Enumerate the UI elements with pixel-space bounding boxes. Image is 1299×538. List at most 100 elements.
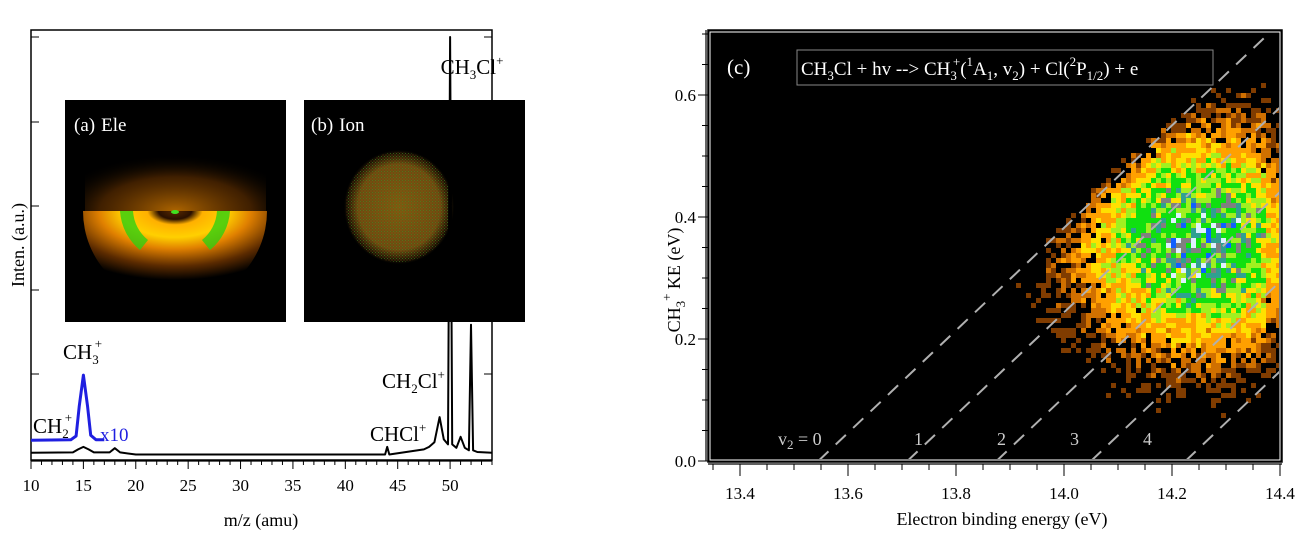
heatmap-cell xyxy=(1121,228,1126,233)
heatmap-cell xyxy=(1146,163,1151,168)
heatmap-cell xyxy=(1166,318,1171,323)
heatmap-cell xyxy=(1091,263,1096,268)
heatmap-cell xyxy=(1211,203,1216,208)
heatmap-cell xyxy=(1256,288,1261,293)
heatmap-cell xyxy=(1256,298,1261,303)
heatmap-cell xyxy=(1271,128,1276,133)
heatmap-cell xyxy=(1046,318,1051,323)
heatmap-cell xyxy=(1056,293,1061,298)
heatmap-cell xyxy=(1101,263,1106,268)
heatmap-cell xyxy=(1226,248,1231,253)
heatmap-cell xyxy=(1181,123,1186,128)
heatmap-cell xyxy=(1196,208,1201,213)
heatmap-cell xyxy=(1266,368,1271,373)
heatmap-cell xyxy=(1186,288,1191,293)
heatmap-cell xyxy=(1106,318,1111,323)
heatmap-cell xyxy=(1121,158,1126,163)
heatmap-cell xyxy=(1111,203,1116,208)
heatmap-cell xyxy=(1116,248,1121,253)
heatmap-cell xyxy=(1066,283,1071,288)
heatmap-cell xyxy=(1151,243,1156,248)
heatmap-cell xyxy=(1271,183,1276,188)
heatmap-cell xyxy=(1141,198,1146,203)
heatmap-cell xyxy=(1101,253,1106,258)
heatmap-cell xyxy=(1166,168,1171,173)
heatmap-cell xyxy=(1191,203,1196,208)
heatmap-cell xyxy=(1246,288,1251,293)
heatmap-cell xyxy=(1146,278,1151,283)
heatmap-cell xyxy=(1181,328,1186,333)
heatmap-cell xyxy=(1261,143,1266,148)
heatmap-cell xyxy=(1071,213,1076,218)
heatmap-cell xyxy=(1211,243,1216,248)
heatmap-cell xyxy=(1191,233,1196,238)
heatmap-cell xyxy=(1206,363,1211,368)
heatmap-cell xyxy=(1136,353,1141,358)
heatmap-cell xyxy=(1156,233,1161,238)
heatmap-cell xyxy=(1206,353,1211,358)
heatmap-cell xyxy=(1246,363,1251,368)
heatmap-cell xyxy=(1026,293,1031,298)
heatmap-cell xyxy=(1216,118,1221,123)
heatmap-cell xyxy=(1101,243,1106,248)
heatmap-cell xyxy=(1261,203,1266,208)
heatmap-cell xyxy=(1221,118,1226,123)
heatmap-cell xyxy=(1171,228,1176,233)
heatmap-cell xyxy=(1211,373,1216,378)
heatmap-cell xyxy=(1146,373,1151,378)
heatmap-cell xyxy=(1241,343,1246,348)
heatmap-cell xyxy=(1151,318,1156,323)
heatmap-cell xyxy=(1056,318,1061,323)
heatmap-cell xyxy=(1276,183,1279,188)
heatmap-cell xyxy=(1151,173,1156,178)
heatmap-cell xyxy=(1106,243,1111,248)
heatmap-cell xyxy=(1231,313,1236,318)
heatmap-cell xyxy=(1191,288,1196,293)
heatmap-cell xyxy=(1216,248,1221,253)
heatmap-cell xyxy=(1191,353,1196,358)
heatmap-cell xyxy=(1176,278,1181,283)
heatmap-cell xyxy=(1241,133,1246,138)
heatmap-cell xyxy=(1101,313,1106,318)
heatmap-cell xyxy=(1136,288,1141,293)
heatmap-cell xyxy=(1131,328,1136,333)
heatmap-cell xyxy=(1211,153,1216,158)
left-x-ticks: 10 15 20 25 30 35 40 45 50 xyxy=(23,460,493,495)
heatmap-cell xyxy=(1176,248,1181,253)
heatmap-cell xyxy=(1106,218,1111,223)
heatmap-cell xyxy=(1266,203,1271,208)
heatmap-cell xyxy=(1206,348,1211,353)
heatmap-cell xyxy=(1171,303,1176,308)
left-x-tick-label: 15 xyxy=(75,476,92,495)
heatmap-cell xyxy=(1266,293,1271,298)
heatmap-cell xyxy=(1146,298,1151,303)
heatmap-cell xyxy=(1206,158,1211,163)
heatmap-cell xyxy=(1186,273,1191,278)
heatmap-cell xyxy=(1146,303,1151,308)
heatmap-cell xyxy=(1251,288,1256,293)
heatmap-cell xyxy=(1266,343,1271,348)
heatmap-cell xyxy=(1036,318,1041,323)
heatmap-cell xyxy=(1141,208,1146,213)
heatmap-cell xyxy=(1201,303,1206,308)
heatmap-cell xyxy=(1236,273,1241,278)
heatmap-cell xyxy=(1211,238,1216,243)
heatmap-cell xyxy=(1246,313,1251,318)
heatmap-cell xyxy=(1146,218,1151,223)
heatmap-cell xyxy=(1131,268,1136,273)
heatmap-cell xyxy=(1266,333,1271,338)
heatmap-cell xyxy=(1201,198,1206,203)
heatmap-cell xyxy=(1161,268,1166,273)
heatmap-cell xyxy=(1231,213,1236,218)
heatmap-cell xyxy=(1101,213,1106,218)
heatmap-cell xyxy=(1091,198,1096,203)
heatmap-cell xyxy=(1216,258,1221,263)
heatmap-cell xyxy=(1106,183,1111,188)
heatmap-cell xyxy=(1171,333,1176,338)
heatmap-cell xyxy=(1146,243,1151,248)
heatmap-cell xyxy=(1181,138,1186,143)
heatmap-cell xyxy=(1256,198,1261,203)
heatmap-cell xyxy=(1231,158,1236,163)
heatmap-cell xyxy=(1236,263,1241,268)
heatmap-cell xyxy=(1186,303,1191,308)
